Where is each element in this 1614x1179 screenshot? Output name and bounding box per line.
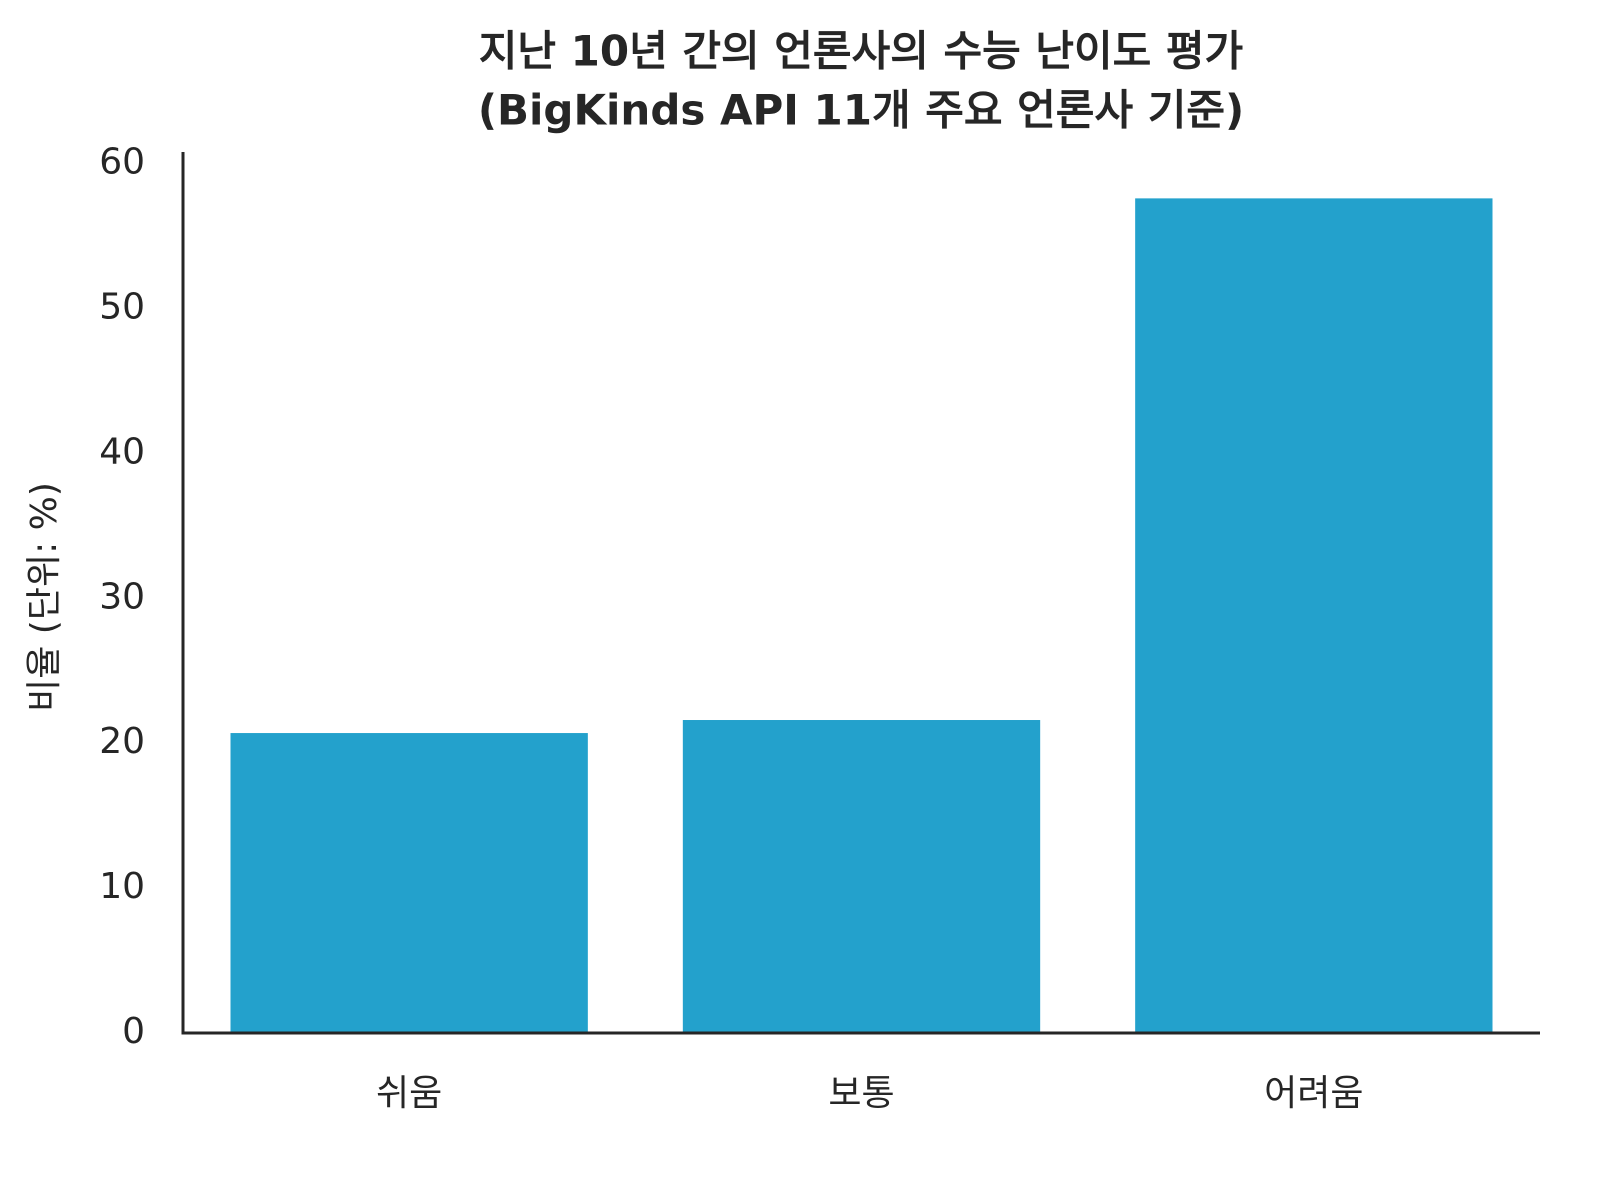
bar [230,733,588,1033]
x-tick-label: 보통 [828,1073,894,1114]
y-tick-label: 20 [99,721,145,762]
chart-title: (BigKinds API 11개 주요 언론사 기준) [478,86,1244,135]
y-axis-label: 비율 (단위: %) [24,482,65,712]
y-tick-label: 10 [99,866,145,907]
chart-title: 지난 10년 간의 언론사의 수능 난이도 평가 [479,27,1243,76]
x-tick-label: 쉬움 [376,1073,442,1114]
bar [682,720,1041,1033]
y-tick-label: 30 [99,576,145,617]
y-tick-label: 0 [122,1011,145,1052]
y-tick-label: 60 [99,142,145,183]
y-tick-label: 50 [99,286,145,327]
bar [1135,198,1493,1034]
x-tick-label: 어려움 [1264,1073,1363,1114]
y-tick-label: 40 [99,431,145,472]
